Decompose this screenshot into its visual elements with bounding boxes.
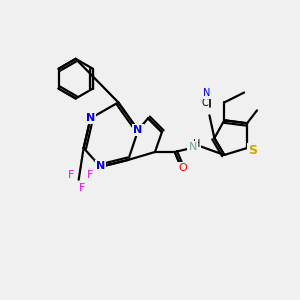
Text: F: F xyxy=(68,170,74,180)
Text: H: H xyxy=(193,139,200,149)
Text: N: N xyxy=(96,161,105,171)
Text: N: N xyxy=(188,142,197,152)
Text: C: C xyxy=(201,98,208,108)
Text: O: O xyxy=(178,163,187,173)
Text: N: N xyxy=(203,88,210,98)
Text: F: F xyxy=(87,170,94,180)
Text: N: N xyxy=(86,113,95,123)
Text: F: F xyxy=(79,183,85,193)
Text: S: S xyxy=(248,145,257,158)
Text: N: N xyxy=(134,125,143,135)
